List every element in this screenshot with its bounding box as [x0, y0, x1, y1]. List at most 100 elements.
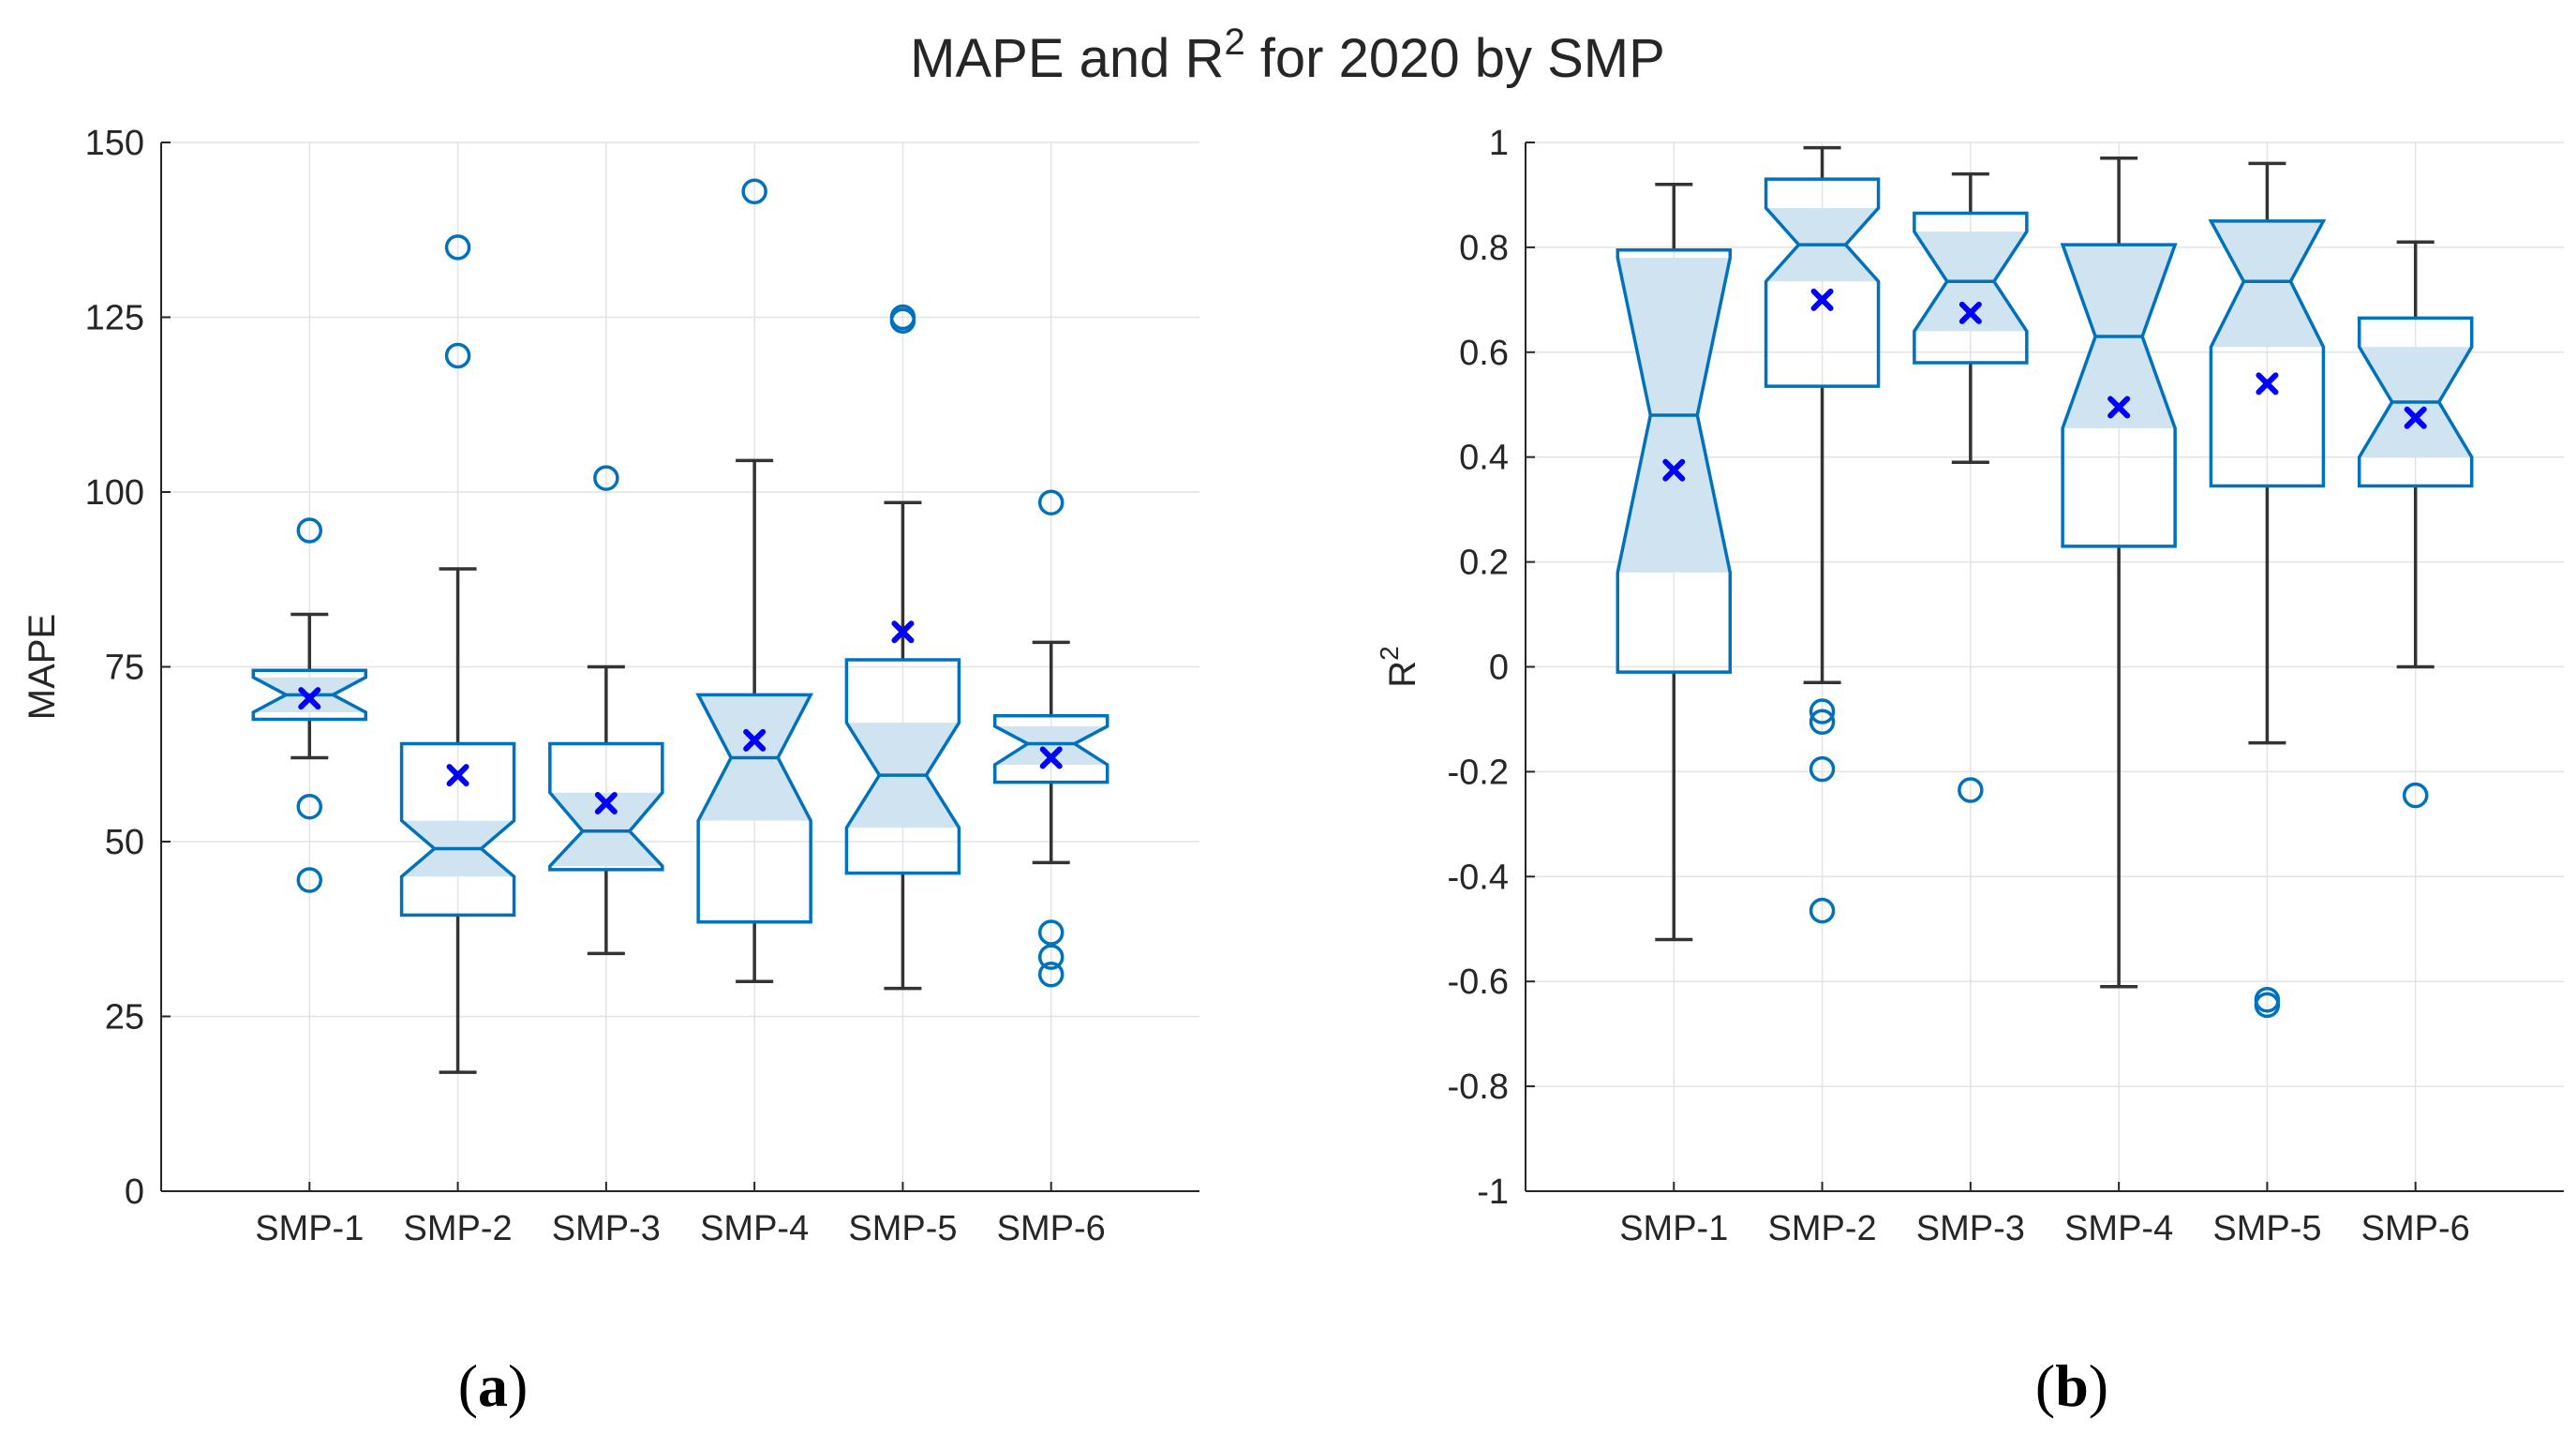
box-smp-2: [399, 234, 516, 1074]
x-tick-label: SMP-1: [1619, 1209, 1728, 1248]
mean-marker: [1039, 746, 1063, 769]
mean-marker: [1810, 288, 1834, 311]
x-tick-label: SMP-3: [552, 1209, 661, 1248]
box-smp-1: [251, 517, 368, 893]
y-tick-label: 1: [1489, 124, 1509, 163]
outlier-point: [1037, 489, 1065, 515]
outlier-point: [1809, 709, 1836, 735]
box-smp-1: [1616, 183, 1733, 942]
y-tick-label: 125: [85, 299, 144, 338]
y-tick-label: 0.6: [1459, 334, 1509, 373]
y-tick-label: 25: [105, 998, 144, 1037]
outlier-point: [1958, 777, 1984, 803]
x-tick-label: SMP-2: [404, 1209, 513, 1248]
x-tick-label: SMP-6: [997, 1209, 1106, 1248]
box-outline: [1764, 177, 1881, 388]
outlier-point: [1037, 919, 1065, 946]
mean-marker: [743, 728, 767, 752]
box-outline: [1913, 211, 2029, 365]
x-tick-label: SMP-4: [700, 1209, 809, 1248]
x-tick-label: SMP-5: [2212, 1209, 2321, 1248]
y-tick-label: -0.8: [1448, 1067, 1509, 1107]
y-tick-label: 0.2: [1459, 544, 1509, 583]
y-tick-label: 50: [105, 823, 144, 862]
outlier-point: [296, 793, 323, 820]
box-smp-3: [1913, 172, 2029, 803]
mean-marker: [1958, 301, 1982, 324]
box-smp-4: [2060, 157, 2178, 989]
outlier-point: [1809, 897, 1836, 924]
mean-marker: [446, 764, 469, 787]
box-outline: [695, 693, 814, 924]
mean-marker: [594, 791, 618, 814]
x-tick-label: SMP-3: [1916, 1209, 2025, 1248]
x-tick-label: SMP-4: [2064, 1209, 2173, 1248]
outlier-point: [444, 234, 471, 261]
box-outline: [399, 741, 516, 918]
figure-title: MAPE and R2 for 2020 by SMP: [910, 22, 1665, 89]
y-axis-label-text: MAPE: [22, 614, 63, 720]
y-tick-label: 100: [85, 473, 144, 513]
outlier-point: [1809, 698, 1836, 724]
panel-label-b: (b): [2035, 1352, 2108, 1419]
outlier-point: [1037, 961, 1065, 988]
notch-fill: [549, 792, 663, 867]
box-outline: [1616, 247, 1733, 674]
panel-a-mape: 0 25 50 75 100 125 150 SMP-1 SMP-2 SMP-3 SMP-4 SMP-…: [22, 124, 1199, 1248]
x-tick-label: SMP-6: [2361, 1209, 2470, 1248]
outlier-point: [1809, 755, 1836, 783]
box-outline: [251, 668, 368, 722]
y-axis-label: MAPE: [22, 614, 63, 720]
box-outline: [2060, 243, 2178, 548]
y-tick-label: -1: [1477, 1172, 1509, 1212]
outlier-point: [296, 867, 323, 893]
outlier-point: [2402, 782, 2429, 809]
box-smp-6: [2357, 240, 2474, 809]
mean-marker: [1662, 458, 1686, 482]
y-tick-label: -0.6: [1448, 963, 1509, 1002]
box-outline: [844, 658, 961, 875]
figure-title-superscript: 2: [1224, 22, 1244, 63]
box-smp-2: [1764, 145, 1881, 924]
y-tick-label: 75: [105, 649, 144, 688]
x-tick-label: SMP-1: [255, 1209, 364, 1248]
y-axis-label-superscript: 2: [1375, 646, 1404, 661]
box-smp-5: [844, 304, 961, 991]
box-outline: [2357, 316, 2474, 488]
box-smp-6: [992, 489, 1109, 988]
outlier-point: [296, 517, 323, 544]
y-tick-label: 150: [85, 124, 144, 163]
y-tick-label: 0.4: [1459, 439, 1509, 478]
outlier-point: [1037, 944, 1065, 970]
notch-fill: [2211, 220, 2324, 348]
box-outline: [2208, 219, 2327, 488]
outlier-point: [889, 307, 916, 334]
y-axis-label-text: R: [1382, 661, 1423, 688]
outlier-point: [741, 178, 767, 204]
y-tick-label: 0: [125, 1172, 144, 1212]
box-smp-3: [548, 465, 664, 956]
x-tick-label: SMP-2: [1768, 1209, 1877, 1248]
panel-label-a: (a): [458, 1352, 529, 1419]
outlier-point: [444, 342, 471, 369]
y-tick-label: -0.2: [1448, 753, 1509, 792]
mean-marker: [2404, 406, 2427, 429]
y-tick-label: -0.4: [1448, 858, 1509, 897]
outlier-point: [593, 465, 619, 491]
box-smp-4: [695, 178, 814, 983]
panel-b-r2: -1 -0.8 -0.6 -0.4 -0.2 0 0.2 0.4 0.6 0.8 1 SMP-1 SMP…: [1375, 124, 2564, 1248]
mean-marker: [2256, 372, 2279, 396]
notch-fill: [994, 725, 1108, 765]
mean-marker: [891, 620, 915, 644]
y-axis-label: R2: [1375, 646, 1423, 687]
box-outline: [992, 713, 1109, 784]
x-tick-label: SMP-5: [848, 1209, 957, 1248]
mean-marker: [298, 687, 321, 710]
mean-marker: [2107, 396, 2131, 419]
y-tick-label: 0.8: [1459, 229, 1509, 268]
box-smp-5: [2208, 161, 2327, 1019]
box-outline: [548, 741, 664, 872]
y-tick-label: 0: [1489, 649, 1509, 688]
outlier-point: [2254, 992, 2281, 1019]
